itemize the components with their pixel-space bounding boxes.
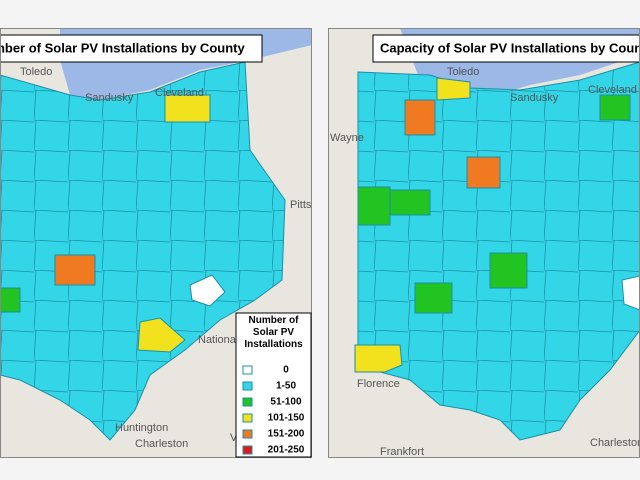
place-label: Cleveland (588, 84, 637, 96)
place-label: Toledo (447, 66, 479, 78)
legend-swatch (242, 381, 253, 391)
left-map: Toledo Sandusky Cleveland Pittsburgh Hunting… (0, 28, 340, 458)
legend-swatch (242, 397, 253, 407)
place-label: Toledo (20, 66, 52, 78)
legend-title: Number of Solar PV Installations (244, 315, 303, 350)
place-label: Charleston (590, 437, 640, 449)
place-label: Cleveland (155, 87, 204, 99)
legend-swatch (242, 429, 253, 439)
place-label: Wayne (330, 132, 364, 144)
place-label: Pittsburgh (290, 199, 340, 211)
place-label: Frankfort (380, 446, 424, 458)
legend-swatch (242, 365, 253, 375)
right-map: Toledo Sandusky Cleveland Wayne Florence Fran… (328, 28, 640, 458)
legend: Number of Solar PV Installations 0 1-50 51… (235, 312, 312, 458)
panel-title: Number of Solar PV Installations by Coun… (0, 40, 245, 55)
legend-label: 101-150 (268, 413, 305, 424)
legend-swatch (242, 413, 253, 423)
legend-label: 1-50 (276, 381, 296, 392)
place-label: Charleston (135, 438, 188, 450)
legend-swatch (242, 445, 253, 455)
place-label: Florence (357, 378, 400, 390)
legend-label: 0 (283, 365, 289, 376)
legend-label: 151-200 (268, 429, 305, 440)
panel-title: Capacity of Solar PV Installations by Co… (380, 40, 640, 55)
place-label: Sandusky (85, 92, 134, 104)
legend-label: 51-100 (270, 397, 302, 408)
left-frame (0, 28, 312, 458)
place-label: Sandusky (510, 92, 559, 104)
legend-label: 201-250 (268, 445, 305, 456)
place-label: Huntington (115, 422, 168, 434)
